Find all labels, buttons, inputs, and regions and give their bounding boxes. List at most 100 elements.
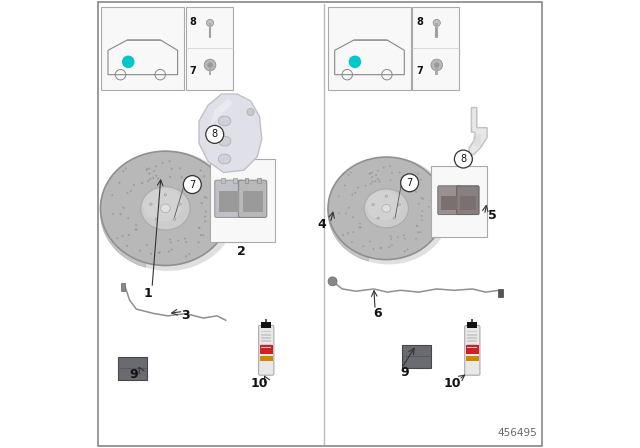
Bar <box>467 322 477 328</box>
Circle shape <box>406 249 408 250</box>
Bar <box>467 337 477 339</box>
Bar <box>466 345 479 354</box>
Circle shape <box>247 108 254 116</box>
Circle shape <box>419 231 421 233</box>
FancyBboxPatch shape <box>457 186 479 215</box>
Ellipse shape <box>372 203 374 206</box>
Circle shape <box>439 201 441 203</box>
Circle shape <box>180 176 182 178</box>
Circle shape <box>380 247 381 249</box>
Circle shape <box>120 213 122 215</box>
Text: 7: 7 <box>416 66 422 76</box>
Circle shape <box>146 244 148 246</box>
Circle shape <box>415 238 417 240</box>
Circle shape <box>116 237 118 239</box>
Circle shape <box>218 216 220 219</box>
Circle shape <box>171 249 173 250</box>
Ellipse shape <box>382 204 390 212</box>
Circle shape <box>404 237 406 240</box>
Circle shape <box>130 190 132 192</box>
Circle shape <box>205 211 207 212</box>
Bar <box>467 344 477 345</box>
Bar <box>260 356 273 361</box>
Circle shape <box>328 277 337 286</box>
Ellipse shape <box>393 217 396 219</box>
Bar <box>261 344 271 345</box>
Circle shape <box>417 231 419 233</box>
Circle shape <box>207 62 212 68</box>
Ellipse shape <box>218 136 231 146</box>
Circle shape <box>126 245 128 247</box>
Circle shape <box>200 234 202 236</box>
Circle shape <box>221 196 224 198</box>
Bar <box>412 7 460 90</box>
Circle shape <box>183 176 201 194</box>
Circle shape <box>357 186 359 188</box>
Circle shape <box>198 178 200 181</box>
Circle shape <box>147 168 148 170</box>
Polygon shape <box>402 345 431 368</box>
Circle shape <box>435 189 436 190</box>
Text: 9: 9 <box>401 366 410 379</box>
Circle shape <box>365 185 366 187</box>
Circle shape <box>390 235 392 237</box>
Circle shape <box>400 180 402 181</box>
Circle shape <box>148 168 150 169</box>
Ellipse shape <box>141 187 190 230</box>
Bar <box>467 340 477 342</box>
Text: 7: 7 <box>189 180 195 190</box>
FancyBboxPatch shape <box>215 180 243 217</box>
Ellipse shape <box>100 151 236 271</box>
Text: 7: 7 <box>189 66 196 76</box>
Circle shape <box>391 172 393 174</box>
Text: 2: 2 <box>237 245 246 258</box>
Circle shape <box>198 189 200 191</box>
Ellipse shape <box>161 204 170 213</box>
Circle shape <box>380 247 382 249</box>
Circle shape <box>184 237 186 240</box>
Text: 8: 8 <box>212 129 218 139</box>
Circle shape <box>204 175 205 177</box>
Circle shape <box>141 182 143 184</box>
Polygon shape <box>100 154 145 267</box>
Text: 7: 7 <box>406 178 413 188</box>
Circle shape <box>215 228 217 230</box>
Bar <box>266 319 267 322</box>
Circle shape <box>436 206 437 208</box>
Polygon shape <box>118 357 147 380</box>
Circle shape <box>415 191 417 193</box>
Circle shape <box>369 172 371 174</box>
Bar <box>257 178 260 183</box>
Circle shape <box>157 177 159 180</box>
Bar <box>219 191 239 212</box>
Circle shape <box>204 215 206 218</box>
Circle shape <box>205 125 224 143</box>
Bar <box>261 347 271 348</box>
Bar <box>261 334 271 336</box>
Circle shape <box>420 197 422 199</box>
Circle shape <box>201 202 203 204</box>
Ellipse shape <box>366 191 402 220</box>
Bar <box>460 196 476 211</box>
Bar <box>467 331 477 332</box>
Circle shape <box>389 165 391 167</box>
Circle shape <box>205 197 207 199</box>
Circle shape <box>434 186 436 188</box>
Circle shape <box>127 217 129 219</box>
Polygon shape <box>199 94 262 172</box>
Bar <box>467 334 477 336</box>
Text: 10: 10 <box>444 376 461 390</box>
Circle shape <box>428 206 430 207</box>
Circle shape <box>417 173 419 175</box>
Ellipse shape <box>328 157 445 259</box>
Circle shape <box>122 235 124 237</box>
Circle shape <box>219 186 221 189</box>
Circle shape <box>348 207 349 209</box>
Circle shape <box>202 234 204 236</box>
Circle shape <box>377 170 379 172</box>
Bar <box>101 7 184 90</box>
Circle shape <box>127 192 129 194</box>
Circle shape <box>179 167 181 169</box>
Circle shape <box>397 237 399 238</box>
Circle shape <box>403 234 405 237</box>
